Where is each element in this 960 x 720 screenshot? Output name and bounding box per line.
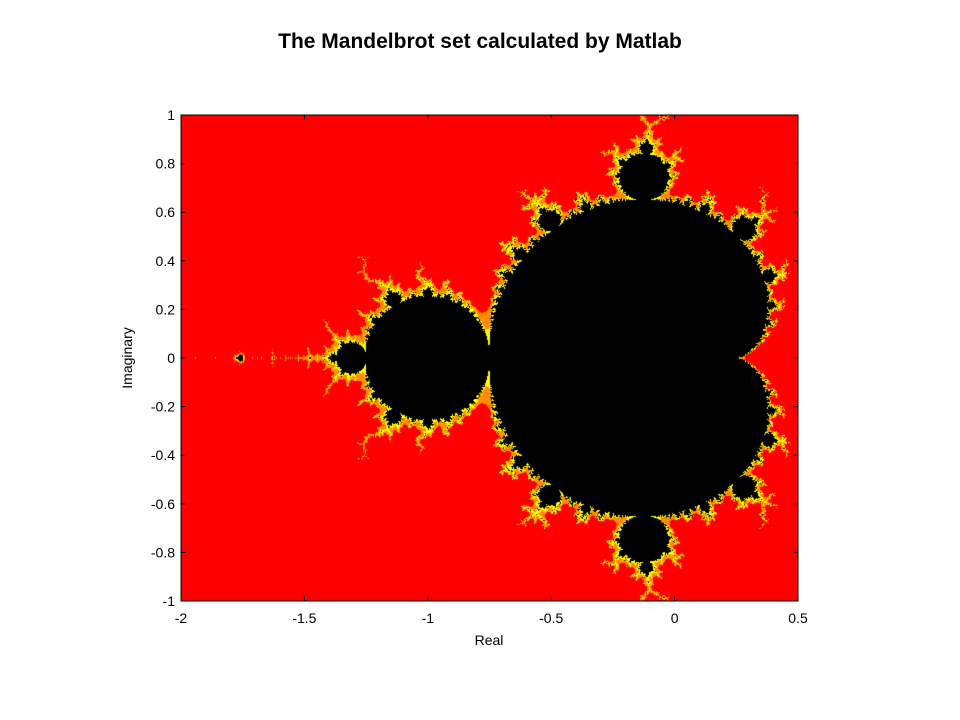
y-tick-label: -1 (163, 593, 176, 609)
y-tick-label: 0.8 (156, 156, 176, 172)
slide-title: The Mandelbrot set calculated by Matlab (278, 30, 682, 53)
x-tick-label: -2 (175, 610, 188, 626)
x-tick-label: 0 (671, 610, 679, 626)
y-tick-label: -0.6 (151, 496, 175, 512)
y-tick-label: 0.4 (156, 253, 176, 269)
x-tick-label: -0.5 (539, 610, 563, 626)
x-tick-label: -1 (422, 610, 435, 626)
mandelbrot-heatmap (181, 115, 798, 601)
x-tick-label: 0.5 (788, 610, 808, 626)
y-tick-label: -0.4 (151, 447, 175, 463)
y-tick-label: 1 (167, 107, 175, 123)
y-axis: 1 0.8 0.6 0.4 0.2 0 -0.2 -0.4 -0.6 -0.8 -1 (151, 107, 798, 609)
y-axis-label: Imaginary (119, 327, 135, 388)
y-tick-label: 0.2 (156, 301, 176, 317)
x-tick-label: -1.5 (292, 610, 316, 626)
y-tick-label: -0.8 (151, 544, 175, 560)
y-tick-label: -0.2 (151, 399, 175, 415)
x-axis: -2 -1.5 -1 -0.5 0 0.5 (175, 115, 808, 626)
y-tick-label: 0 (167, 350, 175, 366)
plot-area (181, 115, 798, 601)
y-tick-label: 0.6 (156, 204, 176, 220)
x-axis-label: Real (475, 632, 504, 648)
